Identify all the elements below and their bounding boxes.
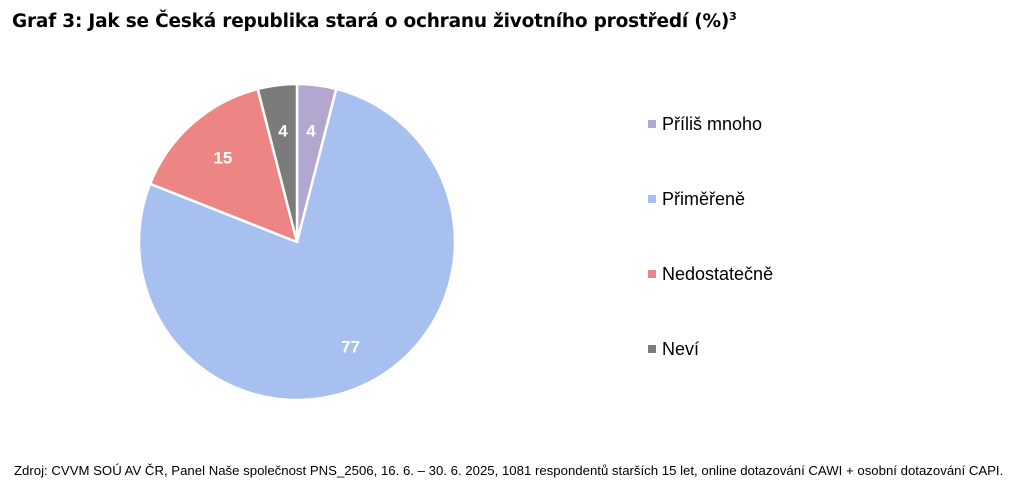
- legend-label: Přiměřeně: [662, 188, 746, 209]
- legend-item-nevi: Neví: [648, 333, 773, 365]
- legend-label: Neví: [662, 338, 700, 359]
- legend-label: Nedostatečně: [662, 263, 774, 284]
- title-footnote-mark: 3: [729, 10, 737, 23]
- chart-title: Graf 3: Jak se Česká republika stará o o…: [12, 10, 737, 33]
- legend-swatch: [648, 195, 656, 203]
- legend-swatch: [648, 120, 656, 128]
- pie-slice: [137, 87, 457, 402]
- legend-item-prilis-mnoho: Příliš mnoho: [648, 108, 773, 140]
- legend-swatch: [648, 270, 656, 278]
- legend-item-primerene: Přiměřeně: [648, 183, 773, 215]
- chart-legend: Příliš mnoho Přiměřeně Nedostatečně Neví: [648, 108, 773, 408]
- pie-slice: [148, 87, 299, 244]
- data-label: 4: [306, 121, 316, 140]
- legend-item-nedostatecne: Nedostatečně: [648, 258, 773, 290]
- data-label: 15: [213, 148, 232, 167]
- data-label: 4: [278, 121, 288, 140]
- legend-label: Příliš mnoho: [662, 113, 763, 134]
- source-note: Zdroj: CVVM SOÚ AV ČR, Panel Naše společ…: [14, 463, 1004, 478]
- legend-swatch: [648, 345, 656, 353]
- pie-slice: [256, 82, 299, 244]
- data-label: 77: [341, 338, 360, 357]
